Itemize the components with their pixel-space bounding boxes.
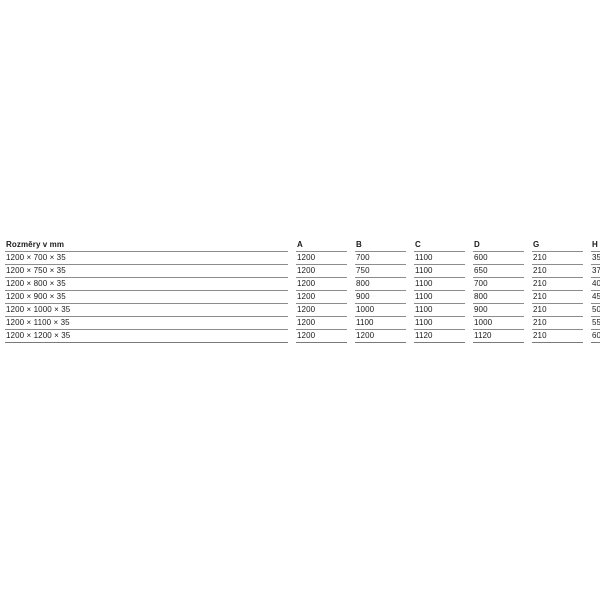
cell-a: 1200 xyxy=(296,304,347,317)
cell-d: 1000 xyxy=(473,317,524,330)
table-row: 1200 × 1200 × 35 1200 1200 1120 1120 210… xyxy=(5,330,600,343)
cell-h: 400 xyxy=(591,278,600,291)
cell-d: 800 xyxy=(473,291,524,304)
column-header-h: H xyxy=(591,239,600,252)
row-label: 1200 × 800 × 35 xyxy=(5,278,288,291)
cell-g: 210 xyxy=(532,317,583,330)
table-title: Rozměry v mm xyxy=(5,239,288,252)
column-header-c: C xyxy=(414,239,465,252)
cell-c: 1100 xyxy=(414,252,465,265)
cell-a: 1200 xyxy=(296,252,347,265)
cell-h: 350 xyxy=(591,252,600,265)
column-header-g: G xyxy=(532,239,583,252)
cell-b: 750 xyxy=(355,265,406,278)
cell-c: 1120 xyxy=(414,330,465,343)
dimensions-table: Rozměry v mm A B C D G H 1200 × 700 × 35… xyxy=(5,239,600,343)
cell-b: 1100 xyxy=(355,317,406,330)
cell-a: 1200 xyxy=(296,278,347,291)
cell-c: 1100 xyxy=(414,291,465,304)
cell-g: 210 xyxy=(532,252,583,265)
row-label: 1200 × 700 × 35 xyxy=(5,252,288,265)
cell-a: 1200 xyxy=(296,317,347,330)
cell-c: 1100 xyxy=(414,304,465,317)
cell-d: 600 xyxy=(473,252,524,265)
cell-c: 1100 xyxy=(414,278,465,291)
table-row: 1200 × 750 × 35 1200 750 1100 650 210 37… xyxy=(5,265,600,278)
cell-g: 210 xyxy=(532,265,583,278)
cell-h: 375 xyxy=(591,265,600,278)
cell-b: 900 xyxy=(355,291,406,304)
cell-b: 800 xyxy=(355,278,406,291)
table-row: 1200 × 1100 × 35 1200 1100 1100 1000 210… xyxy=(5,317,600,330)
row-label: 1200 × 1000 × 35 xyxy=(5,304,288,317)
cell-b: 1200 xyxy=(355,330,406,343)
column-header-a: A xyxy=(296,239,347,252)
cell-d: 900 xyxy=(473,304,524,317)
cell-h: 450 xyxy=(591,291,600,304)
cell-g: 210 xyxy=(532,304,583,317)
cell-a: 1200 xyxy=(296,330,347,343)
cell-d: 700 xyxy=(473,278,524,291)
table-row: 1200 × 900 × 35 1200 900 1100 800 210 45… xyxy=(5,291,600,304)
table-row: 1200 × 1000 × 35 1200 1000 1100 900 210 … xyxy=(5,304,600,317)
row-label: 1200 × 1200 × 35 xyxy=(5,330,288,343)
table-row: 1200 × 800 × 35 1200 800 1100 700 210 40… xyxy=(5,278,600,291)
cell-c: 1100 xyxy=(414,265,465,278)
cell-h: 500 xyxy=(591,304,600,317)
cell-h: 600 xyxy=(591,330,600,343)
row-label: 1200 × 750 × 35 xyxy=(5,265,288,278)
cell-b: 1000 xyxy=(355,304,406,317)
table-header-row: Rozměry v mm A B C D G H xyxy=(5,239,600,252)
table-row: 1200 × 700 × 35 1200 700 1100 600 210 35… xyxy=(5,252,600,265)
cell-g: 210 xyxy=(532,330,583,343)
cell-a: 1200 xyxy=(296,291,347,304)
cell-b: 700 xyxy=(355,252,406,265)
cell-g: 210 xyxy=(532,291,583,304)
row-label: 1200 × 900 × 35 xyxy=(5,291,288,304)
cell-g: 210 xyxy=(532,278,583,291)
cell-d: 1120 xyxy=(473,330,524,343)
cell-d: 650 xyxy=(473,265,524,278)
cell-a: 1200 xyxy=(296,265,347,278)
row-label: 1200 × 1100 × 35 xyxy=(5,317,288,330)
column-header-d: D xyxy=(473,239,524,252)
column-header-b: B xyxy=(355,239,406,252)
cell-c: 1100 xyxy=(414,317,465,330)
cell-h: 550 xyxy=(591,317,600,330)
